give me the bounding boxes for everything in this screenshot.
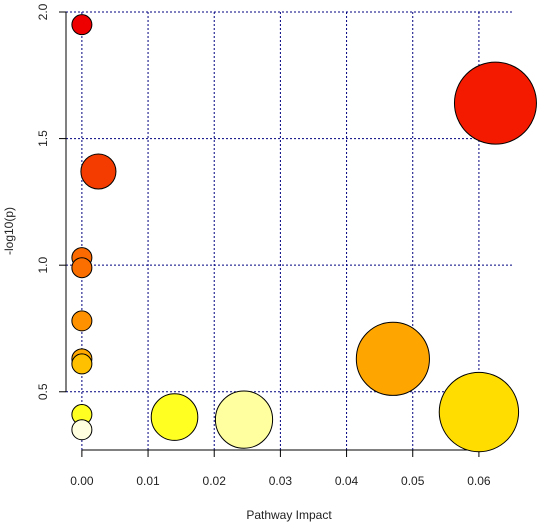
data-point-10 bbox=[150, 393, 199, 441]
x-tick-label-0: 0.00 bbox=[70, 474, 94, 488]
data-point-8 bbox=[355, 321, 430, 396]
x-tick-label-3: 0.03 bbox=[269, 474, 293, 488]
data-point-5 bbox=[71, 310, 93, 332]
data-point-9 bbox=[438, 371, 520, 453]
x-axis-title: Pathway Impact bbox=[246, 508, 332, 522]
data-point-1 bbox=[453, 61, 537, 145]
data-point-2 bbox=[80, 153, 117, 190]
data-point-0 bbox=[71, 14, 93, 36]
y-tick-label-0: 0.5 bbox=[36, 383, 50, 400]
x-tick-label-2: 0.02 bbox=[203, 474, 227, 488]
data-points bbox=[71, 14, 537, 453]
x-tick-label-5: 0.05 bbox=[401, 474, 425, 488]
x-tick-label-6: 0.06 bbox=[467, 474, 491, 488]
y-tick-label-1: 1.0 bbox=[36, 257, 50, 274]
data-point-7 bbox=[71, 353, 93, 375]
x-tick-label-1: 0.01 bbox=[136, 474, 160, 488]
y-axis-title: -log10(p) bbox=[2, 207, 16, 255]
y-tick-label-2: 1.5 bbox=[36, 130, 50, 147]
grid-lines bbox=[66, 11, 512, 450]
data-point-13 bbox=[71, 419, 93, 441]
data-point-11 bbox=[214, 390, 274, 449]
x-tick-label-4: 0.04 bbox=[335, 474, 359, 488]
data-point-4 bbox=[71, 257, 93, 279]
y-tick-label-3: 2.0 bbox=[36, 3, 50, 20]
